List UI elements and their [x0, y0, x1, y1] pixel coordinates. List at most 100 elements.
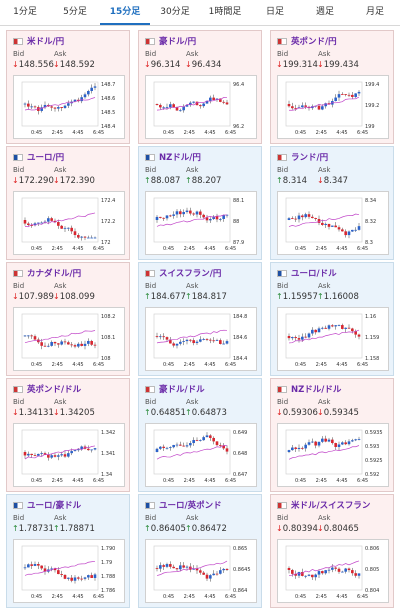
candle-body [172, 343, 175, 346]
tab-3[interactable]: 30分足 [160, 7, 190, 17]
x-tick-label: 4:45 [72, 246, 83, 252]
mini-chart[interactable]: 0.806 0.805 0.804 0:45 2:45 4:45 6:45 [277, 539, 389, 603]
x-tick-label: 6:45 [225, 362, 236, 368]
pair-name[interactable]: ランド/円 [291, 153, 329, 163]
mini-chart[interactable]: 96.4 96.2 0:45 2:45 4:45 6:45 [145, 75, 257, 139]
currency-card[interactable]: 豪ドル/ドル Bid Ask ↑0.64851 ↑0.64873 0.649 0.648 0.… [138, 378, 262, 492]
arrow-down-icon: ↓ [144, 60, 151, 69]
candle-body [185, 210, 189, 212]
tab-0[interactable]: 1分足 [13, 7, 37, 17]
flag-icon [277, 153, 287, 161]
ask-value-text: 0.59345 [323, 408, 359, 418]
moving-average-line [24, 445, 96, 460]
currency-card[interactable]: ユーロ/円 Bid Ask ↓172.290 ↓172.390 172.4 172.2 172… [6, 146, 130, 260]
flag-icon [277, 37, 287, 45]
arrow-down-icon: ↓ [12, 292, 19, 301]
card-header: NZドル/ドル [277, 383, 341, 395]
currency-card[interactable]: 英ポンド/円 Bid Ask ↓199.314 ↓199.434 199.4 199.2 19… [270, 30, 394, 144]
candle-body [60, 574, 63, 575]
tab-4[interactable]: 1時間足 [208, 7, 242, 17]
currency-card[interactable]: ユーロ/ドル Bid Ask ↑1.15957 ↑1.16008 1.16 1.159 1.1… [270, 262, 394, 376]
candle-body [162, 565, 165, 567]
card-header: 豪ドル/円 [145, 35, 196, 47]
candle-body [179, 565, 182, 570]
ask-label: Ask [186, 50, 199, 58]
x-tick-label: 4:45 [336, 130, 347, 136]
pair-name[interactable]: 英ポンド/円 [291, 37, 337, 47]
tab-2[interactable]: 15分足 [100, 0, 150, 25]
pair-name[interactable]: ユーロ/豪ドル [27, 501, 82, 511]
currency-card[interactable]: カナダドル/円 Bid Ask ↓107.989 ↓108.099 108.2 108.1 1… [6, 262, 130, 376]
candle-body [80, 578, 83, 580]
candle-body [63, 105, 67, 109]
candle-body [324, 570, 327, 574]
mini-chart[interactable]: 108.2 108.1 108 0:45 2:45 4:45 6:45 [13, 307, 125, 371]
tab-5[interactable]: 日足 [265, 7, 284, 17]
currency-card[interactable]: NZドル/ドル Bid Ask ↓0.59306 ↓0.59345 0.5935 0.593… [270, 378, 394, 492]
mini-chart[interactable]: 1.16 1.159 1.158 0:45 2:45 4:45 6:45 [277, 307, 389, 371]
mini-chart[interactable]: 148.7 148.6 148.5 148.4 0:45 2:45 4:45 6:45 [13, 75, 125, 139]
pair-name[interactable]: ユーロ/ドル [291, 269, 337, 279]
pair-name[interactable]: 米ドル/円 [27, 37, 65, 47]
mini-chart[interactable]: 0.649 0.648 0.647 0:45 2:45 4:45 6:45 [145, 423, 257, 487]
mini-chart[interactable]: 0.865 0.8645 0.864 0:45 2:45 4:45 6:45 [145, 539, 257, 603]
pair-name[interactable]: ユーロ/円 [27, 153, 65, 163]
mini-chart[interactable]: 172.4 172.2 172 0:45 2:45 4:45 6:45 [13, 191, 125, 255]
mini-chart[interactable]: 1.342 1.341 1.34 0:45 2:45 4:45 6:45 [13, 423, 125, 487]
bid-value: ↑0.64851 [144, 408, 186, 418]
pair-name[interactable]: ユーロ/英ポンド [159, 501, 222, 511]
mini-chart[interactable]: 199.4 199.2 199 0:45 2:45 4:45 6:45 [277, 75, 389, 139]
candle-body [162, 446, 165, 449]
plot-frame [285, 197, 363, 243]
currency-card[interactable]: ランド/円 Bid Ask ↑8.314 ↓8.347 8.34 8.32 8.3 0:45 2:… [270, 146, 394, 260]
tab-6[interactable]: 週足 [315, 7, 334, 17]
currency-card[interactable]: ユーロ/豪ドル Bid Ask ↑1.78731 ↑1.78871 1.790 1.79 1.… [6, 494, 130, 608]
x-tick-label: 6:45 [357, 594, 368, 600]
pair-name[interactable]: 英ポンド/ドル [27, 385, 82, 395]
candle-body [317, 571, 321, 575]
ask-label: Ask [318, 166, 331, 174]
currency-card[interactable]: スイスフラン/円 Bid Ask ↑184.677 ↑184.817 184.8 184.6… [138, 262, 262, 376]
candle-body [195, 568, 199, 571]
currency-card[interactable]: ユーロ/英ポンド Bid Ask ↑0.86405 ↑0.86472 0.865 0.864… [138, 494, 262, 608]
currency-card[interactable]: 豪ドル/円 Bid Ask ↓96.314 ↓96.434 96.4 96.2 0:45 2:4… [138, 30, 262, 144]
ask-label: Ask [186, 398, 199, 406]
pair-name[interactable]: 豪ドル/ドル [159, 385, 205, 395]
candle-body [212, 437, 215, 442]
candle-body [80, 446, 83, 450]
y-tick-label: 148.6 [101, 96, 115, 102]
mini-chart[interactable]: 0.5935 0.593 0.5925 0.592 0:45 2:45 4:45 6:45 [277, 423, 389, 487]
candle-body [209, 97, 212, 101]
candle-body [165, 107, 169, 109]
currency-card[interactable]: 米ドル/スイスフラン Bid Ask ↓0.80394 ↓0.80465 0.806 0.8… [270, 494, 394, 608]
candle-body [215, 216, 219, 220]
mini-chart[interactable]: 8.34 8.32 8.3 0:45 2:45 4:45 6:45 [277, 191, 389, 255]
arrow-down-icon: ↓ [276, 408, 283, 417]
pair-name[interactable]: 豪ドル/円 [159, 37, 197, 47]
candle-body [30, 453, 33, 455]
candle-body [334, 225, 337, 228]
candle-body [169, 215, 172, 217]
plot-frame [21, 313, 99, 359]
pair-name[interactable]: カナダドル/円 [27, 269, 82, 279]
tab-1[interactable]: 5分足 [63, 7, 87, 17]
candle-body [182, 565, 185, 568]
mini-chart[interactable]: 1.790 1.79 1.788 1.786 0:45 2:45 4:45 6:45 [13, 539, 125, 603]
arrow-down-icon: ↓ [53, 176, 60, 185]
plot-frame [21, 429, 99, 475]
pair-name[interactable]: スイスフラン/円 [159, 269, 222, 279]
tab-7[interactable]: 月足 [365, 7, 384, 17]
pair-name[interactable]: 米ドル/スイスフラン [291, 501, 371, 511]
currency-card[interactable]: 米ドル/円 Bid Ask ↓148.556 ↓148.592 148.7 148.6 148… [6, 30, 130, 144]
x-tick-label: 4:45 [72, 362, 83, 368]
pair-name[interactable]: NZドル/ドル [291, 385, 342, 395]
mini-chart[interactable]: 184.8 184.6 184.4 0:45 2:45 4:45 6:45 [145, 307, 257, 371]
currency-card[interactable]: NZドル/円 Bid Ask ↑88.087 ↑88.207 88.1 88 87.9 0:45… [138, 146, 262, 260]
candle-body [179, 444, 182, 446]
candle-body [162, 107, 165, 109]
mini-chart[interactable]: 88.1 88 87.9 0:45 2:45 4:45 6:45 [145, 191, 257, 255]
pair-name[interactable]: NZドル/円 [159, 153, 201, 163]
currency-card[interactable]: 英ポンド/ドル Bid Ask ↓1.34131 ↓1.34205 1.342 1.341 1… [6, 378, 130, 492]
candle-body [307, 574, 311, 576]
y-tick-label: 0.592 [365, 472, 379, 478]
